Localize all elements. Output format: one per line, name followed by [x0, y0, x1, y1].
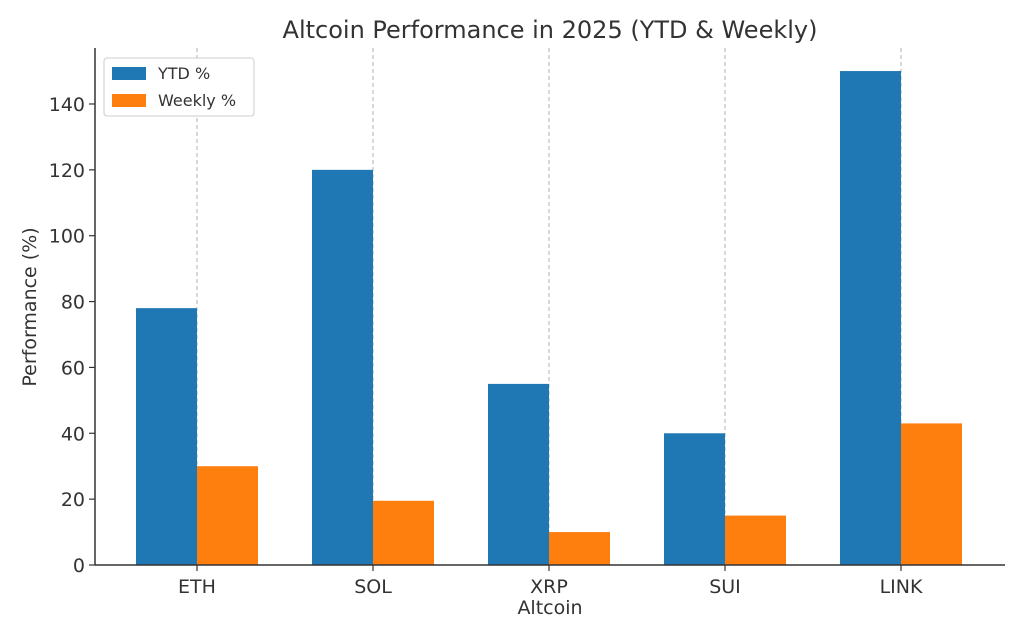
bar-weekly-sui: [725, 515, 786, 565]
bar-ytd-eth: [136, 308, 197, 565]
bar-weekly-link: [901, 423, 962, 565]
bar-ytd-xrp: [488, 383, 549, 565]
x-tick-label: SUI: [709, 576, 741, 598]
bar-weekly-eth: [197, 466, 258, 565]
x-tick-label: SOL: [354, 576, 392, 598]
x-tick-label: ETH: [178, 576, 216, 598]
bar-ytd-sui: [664, 433, 725, 565]
x-tick-label: XRP: [530, 576, 568, 598]
chart-title: Altcoin Performance in 2025 (YTD & Weekl…: [283, 16, 818, 44]
legend: YTD % Weekly %: [103, 57, 255, 117]
y-tick-label: 40: [61, 423, 85, 445]
legend-label: Weekly %: [158, 91, 236, 110]
axes: [94, 48, 1005, 566]
y-tick-label: 60: [61, 357, 85, 379]
bar-weekly-sol: [373, 500, 434, 565]
bars: [136, 71, 962, 565]
legend-label: YTD %: [157, 64, 210, 83]
y-ticks: 0 20 40 60 80 100 120 140: [49, 94, 95, 577]
legend-swatch: [112, 94, 146, 107]
x-axis-label: Altcoin: [517, 597, 582, 619]
y-tick-label: 100: [49, 226, 85, 248]
bar-weekly-xrp: [549, 532, 610, 565]
y-tick-label: 140: [49, 94, 85, 116]
y-tick-label: 80: [61, 292, 85, 314]
y-tick-label: 120: [49, 160, 85, 182]
bar-ytd-link: [840, 71, 901, 565]
x-tick-label: LINK: [880, 576, 923, 598]
y-axis-label: Performance (%): [19, 227, 41, 386]
bar-ytd-sol: [312, 169, 373, 565]
y-tick-label: 20: [61, 489, 85, 511]
legend-swatch: [112, 67, 146, 80]
y-tick-label: 0: [73, 555, 85, 577]
x-ticks: ETH SOL XRP SUI LINK: [178, 565, 923, 598]
